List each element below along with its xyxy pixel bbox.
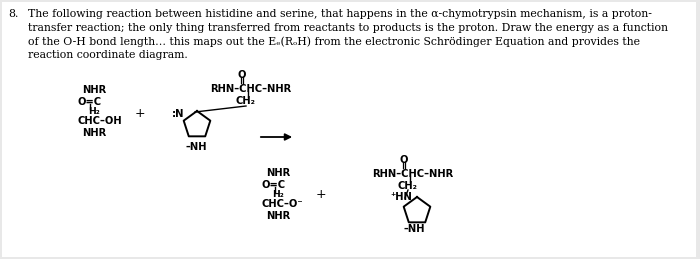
Text: The following reaction between histidine and serine, that happens in the α-chymo: The following reaction between histidine… [28, 9, 652, 19]
Text: NHR: NHR [266, 211, 290, 221]
Text: CHC–OH: CHC–OH [77, 116, 122, 126]
Text: RHN–CHC–NHR: RHN–CHC–NHR [372, 169, 454, 179]
Text: RHN–CHC–NHR: RHN–CHC–NHR [210, 84, 291, 94]
Text: reaction coordinate diagram.: reaction coordinate diagram. [28, 51, 188, 60]
Text: CH₂: CH₂ [236, 96, 256, 106]
Text: O=C: O=C [262, 180, 286, 190]
Text: –NH: –NH [185, 142, 206, 152]
Text: +: + [316, 188, 327, 201]
Text: :N: :N [172, 109, 185, 119]
Text: ⁺HN: ⁺HN [390, 192, 412, 202]
Text: transfer reaction; the only thing transferred from reactants to products is the : transfer reaction; the only thing transf… [28, 23, 668, 33]
Text: H₂: H₂ [272, 190, 284, 199]
FancyBboxPatch shape [2, 2, 696, 257]
Text: NHR: NHR [82, 85, 106, 95]
Text: O: O [400, 155, 409, 165]
Text: 8.: 8. [8, 9, 18, 19]
Text: –NH: –NH [404, 224, 426, 234]
Text: CH₂: CH₂ [398, 181, 418, 191]
Text: H₂: H₂ [88, 107, 99, 116]
Text: CHC–O⁻: CHC–O⁻ [262, 199, 304, 209]
Text: NHR: NHR [266, 168, 290, 178]
Text: O=C: O=C [77, 97, 101, 107]
Text: O: O [238, 70, 246, 80]
Text: of the O-H bond length… this maps out the Eₑ(RₒH) from the electronic Schrödinge: of the O-H bond length… this maps out th… [28, 37, 640, 47]
Text: +: + [135, 107, 146, 120]
Text: NHR: NHR [82, 128, 106, 138]
